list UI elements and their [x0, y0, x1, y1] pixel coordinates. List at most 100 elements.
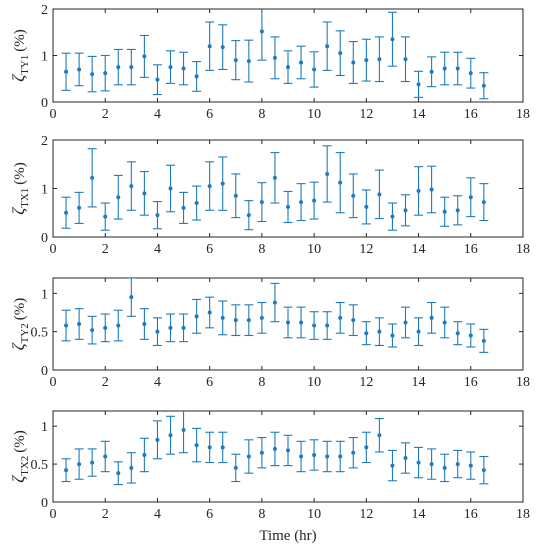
data-point	[416, 329, 421, 334]
data-point	[77, 67, 82, 72]
data-point	[338, 180, 343, 185]
x-tick-label: 12	[359, 375, 373, 390]
data-point	[442, 209, 447, 214]
data-point	[481, 468, 486, 473]
data-point	[181, 66, 186, 71]
x-tick-label: 8	[258, 107, 265, 122]
y-tick-label: 1	[41, 287, 48, 302]
data-point	[325, 44, 330, 49]
data-point	[312, 67, 317, 72]
data-point	[429, 462, 434, 467]
data-point	[390, 214, 395, 219]
data-point	[299, 454, 304, 459]
x-tick-label: 18	[516, 507, 530, 522]
data-point	[103, 71, 108, 76]
data-point	[220, 315, 225, 320]
data-point	[155, 329, 160, 334]
data-point	[416, 82, 421, 87]
data-layer	[61, 411, 489, 486]
data-point	[64, 323, 69, 328]
data-point	[207, 184, 212, 189]
y-tick-label: 1	[41, 420, 48, 435]
y-axis-label: ζTX2(%)	[9, 430, 31, 483]
data-point	[142, 452, 147, 457]
data-point	[64, 210, 69, 215]
data-point	[168, 433, 173, 438]
data-point	[416, 188, 421, 193]
data-point	[103, 214, 108, 219]
x-tick-label: 18	[516, 242, 530, 257]
data-point	[377, 329, 382, 334]
y-tick-label: 0.5	[31, 458, 49, 473]
x-tick-label: 6	[206, 375, 213, 390]
y-tick-label: 0	[41, 496, 48, 511]
data-point	[455, 208, 460, 213]
data-point	[325, 171, 330, 176]
data-point	[142, 322, 147, 326]
data-point	[312, 323, 317, 328]
data-point	[155, 213, 160, 218]
data-point	[429, 315, 434, 320]
x-tick-label: 10	[307, 242, 321, 257]
data-point	[77, 322, 82, 326]
data-point	[468, 333, 473, 338]
data-point	[351, 193, 356, 198]
data-point	[403, 456, 408, 461]
x-tick-label: 2	[102, 507, 109, 522]
data-point	[468, 71, 473, 76]
data-point	[390, 463, 395, 468]
data-point	[129, 465, 134, 470]
data-point	[77, 205, 82, 210]
data-point	[338, 51, 343, 56]
data-point	[168, 65, 173, 70]
data-point	[299, 320, 304, 325]
y-tick-label: 1	[41, 50, 48, 65]
data-point	[272, 175, 277, 180]
axes-box	[52, 277, 524, 371]
data-point	[338, 315, 343, 320]
data-point	[181, 325, 186, 330]
data-point	[442, 465, 447, 470]
x-tick-label: 10	[307, 375, 321, 390]
data-point	[77, 462, 82, 467]
data-point	[194, 443, 199, 448]
data-point	[90, 72, 95, 77]
data-point	[403, 208, 408, 213]
x-tick-label: 14	[412, 507, 426, 522]
x-tick-label: 16	[464, 107, 478, 122]
data-point	[64, 69, 69, 74]
data-point	[155, 77, 160, 82]
data-point	[351, 318, 356, 323]
data-point	[233, 193, 238, 198]
data-point	[429, 69, 434, 74]
data-point	[377, 192, 382, 197]
x-axis-label: Time (hr)	[259, 528, 316, 544]
data-layer	[61, 9, 489, 100]
y-tick-label: 1	[41, 183, 48, 198]
data-point	[220, 181, 225, 186]
data-point	[64, 468, 69, 473]
data-point	[233, 465, 238, 470]
data-point	[103, 454, 108, 459]
y-tick-label: 0	[41, 231, 48, 246]
data-point	[220, 45, 225, 50]
x-tick-label: 4	[154, 375, 161, 390]
data-point	[90, 328, 95, 333]
data-point	[116, 65, 121, 70]
data-layer	[61, 278, 489, 353]
data-point	[429, 187, 434, 192]
y-tick-label: 0	[41, 364, 48, 379]
data-point	[442, 66, 447, 71]
data-point	[90, 460, 95, 465]
data-point	[116, 471, 121, 476]
data-point	[364, 58, 369, 63]
x-tick-label: 18	[516, 107, 530, 122]
data-point	[286, 65, 290, 70]
data-point	[468, 463, 473, 468]
data-point	[103, 325, 108, 330]
x-tick-label: 0	[50, 507, 57, 522]
data-point	[246, 59, 251, 64]
data-point	[272, 446, 277, 451]
y-tick-label: 0	[41, 96, 48, 111]
